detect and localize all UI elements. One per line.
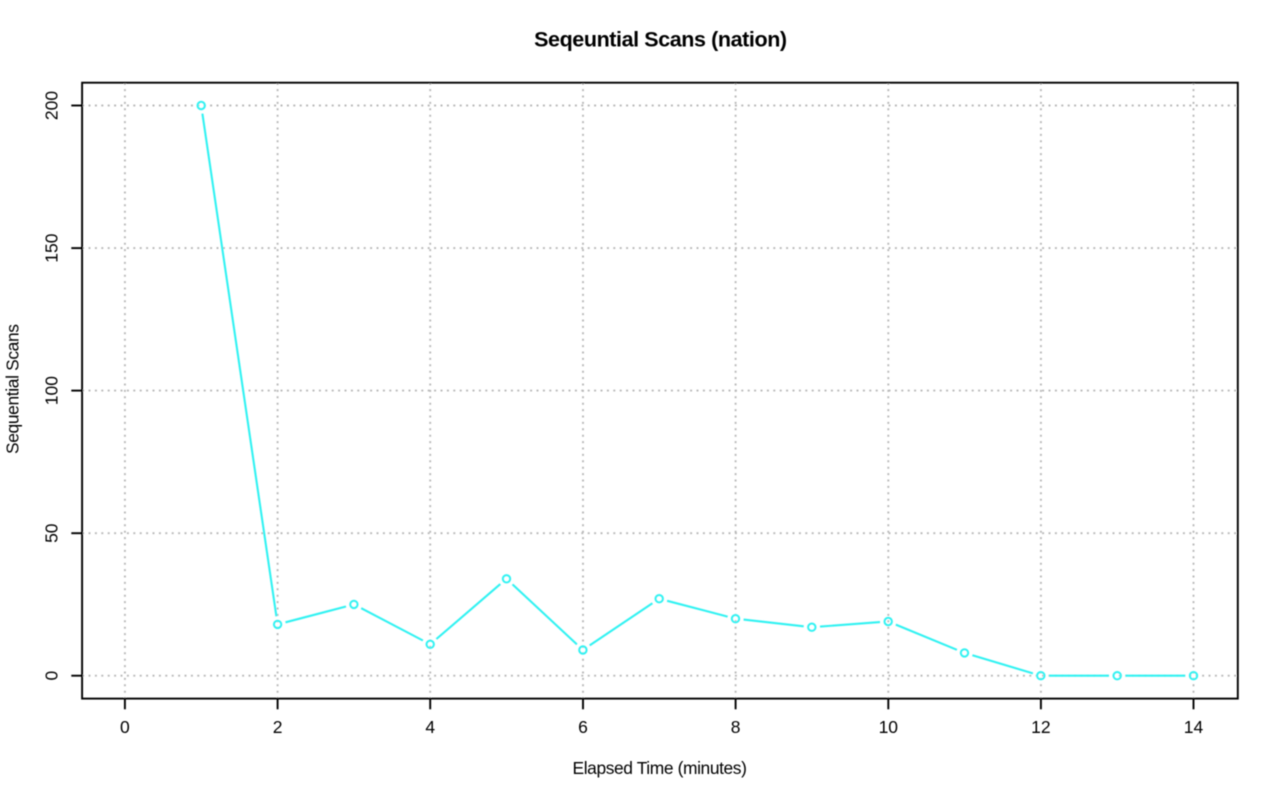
svg-text:150: 150 bbox=[42, 233, 62, 262]
svg-text:Elapsed Time (minutes): Elapsed Time (minutes) bbox=[573, 758, 747, 778]
svg-text:0: 0 bbox=[120, 717, 130, 737]
svg-text:14: 14 bbox=[1184, 717, 1204, 737]
svg-text:6: 6 bbox=[578, 717, 588, 737]
svg-text:0: 0 bbox=[42, 671, 62, 681]
svg-text:12: 12 bbox=[1031, 717, 1050, 737]
svg-text:2: 2 bbox=[273, 717, 283, 737]
svg-text:Seqeuntial Scans (nation): Seqeuntial Scans (nation) bbox=[534, 28, 787, 52]
svg-text:10: 10 bbox=[879, 717, 899, 737]
svg-text:8: 8 bbox=[731, 717, 741, 737]
svg-text:100: 100 bbox=[42, 376, 62, 405]
svg-text:4: 4 bbox=[425, 717, 435, 737]
svg-text:50: 50 bbox=[42, 523, 62, 543]
svg-text:Sequential Scans: Sequential Scans bbox=[3, 324, 23, 454]
svg-text:200: 200 bbox=[42, 91, 62, 120]
